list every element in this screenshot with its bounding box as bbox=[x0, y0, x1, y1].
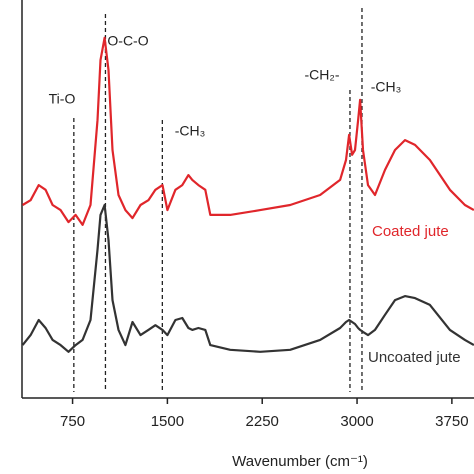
x-tick-label: 3000 bbox=[340, 413, 373, 430]
peak-label: Ti-O bbox=[49, 91, 76, 107]
x-tick-label: 2250 bbox=[246, 413, 279, 430]
series-label: Coated jute bbox=[372, 223, 449, 240]
peak-label: -CH₃ bbox=[371, 79, 402, 95]
spectrum-line bbox=[21, 203, 474, 353]
peak-label: -CH₂- bbox=[305, 67, 340, 83]
x-axis-label: Wavenumber (cm⁻¹) bbox=[232, 453, 368, 470]
spectrum-line bbox=[22, 36, 474, 226]
x-tick-label: 3750 bbox=[435, 413, 468, 430]
series-label: Uncoated jute bbox=[368, 349, 461, 366]
peak-label: O-C-O bbox=[107, 33, 148, 49]
peak-label: -CH₃ bbox=[175, 123, 206, 139]
x-tick-label: 750 bbox=[60, 413, 85, 430]
x-tick-label: 1500 bbox=[151, 413, 184, 430]
